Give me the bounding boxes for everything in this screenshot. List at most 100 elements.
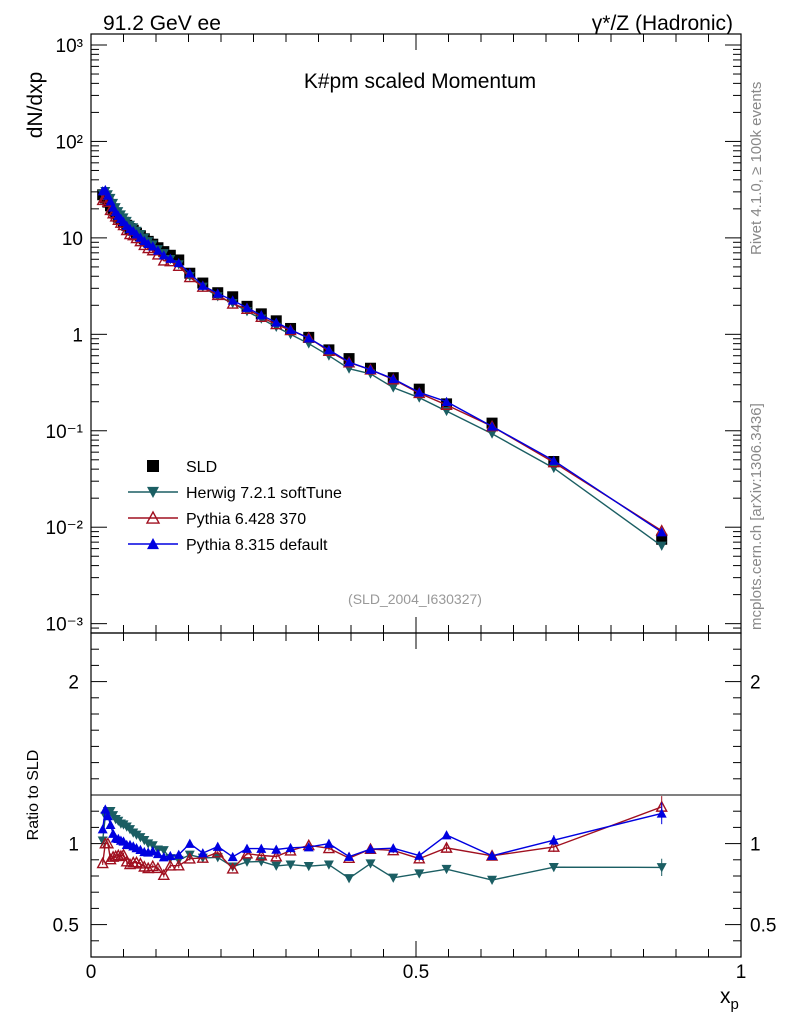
pythia-8-315-default-ratio-point bbox=[173, 849, 184, 859]
header-process-label: γ*/Z (Hadronic) bbox=[592, 12, 733, 35]
herwig-7-2-1-softtune-ratio-point bbox=[184, 850, 195, 860]
pythia-8-315-default-point bbox=[487, 421, 498, 431]
pythia-6-428-370-ratio-point bbox=[142, 861, 155, 874]
rivet-version-label: Rivet 4.1.0, ≥ 100k events bbox=[748, 82, 765, 255]
herwig-7-2-1-softtune-point bbox=[487, 429, 498, 439]
herwig-7-2-1-softtune-ratio-point bbox=[285, 860, 296, 870]
pythia-6-428-370-ratio-point bbox=[172, 859, 185, 871]
pythia-8-315-default-point bbox=[158, 250, 169, 260]
pythia-8-315-default-point bbox=[165, 253, 176, 263]
legend-label-pythia-6-428-370: Pythia 6.428 370 bbox=[186, 511, 306, 528]
pythia-8-315-default-ratio-point bbox=[242, 843, 252, 853]
pythia-6-428-370-ratio-point bbox=[183, 852, 196, 864]
pythia-8-315-default-ratio-point bbox=[487, 850, 498, 860]
pythia-8-315-default-ratio-point bbox=[344, 851, 355, 861]
y-tick-label: 10⁻² bbox=[46, 518, 84, 539]
herwig-7-2-1-softtune-ratio-point bbox=[388, 873, 399, 883]
y-tick-label: 10² bbox=[56, 132, 83, 153]
pythia-8-315-default-ratio-point bbox=[271, 844, 282, 854]
herwig-7-2-1-softtune-ratio-point bbox=[147, 841, 158, 851]
legend-marker-pythia-6-428-370 bbox=[145, 510, 161, 524]
pythia-8-315-default-point bbox=[227, 295, 238, 305]
herwig-7-2-1-softtune-ratio-point bbox=[656, 863, 667, 873]
y-tick-label: 10³ bbox=[56, 36, 83, 57]
herwig-7-2-1-softtune-point bbox=[441, 406, 452, 417]
pythia-8-315-default-point bbox=[212, 288, 223, 298]
herwig-7-2-1-softtune-ratio-point bbox=[271, 861, 282, 871]
pythia-6-428-370-ratio-point bbox=[117, 848, 130, 860]
herwig-7-2-1-softtune-point bbox=[388, 383, 399, 393]
pythia-8-315-default-ratio-point bbox=[414, 850, 425, 860]
pythia-8-315-default-ratio-point bbox=[388, 843, 399, 853]
sld-data-point bbox=[656, 533, 668, 545]
pythia-8-315-default-line bbox=[102, 188, 663, 533]
pythia-8-315-default-point bbox=[271, 317, 282, 327]
legend-label-herwig-7-2-1-softtune: Herwig 7.2.1 softTune bbox=[186, 485, 342, 502]
pythia-8-315-default-ratio-point bbox=[656, 808, 667, 818]
pythia-8-315-default-ratio-point bbox=[165, 850, 176, 861]
legend-label-pythia-8-315-default: Pythia 8.315 default bbox=[186, 537, 328, 554]
ratio-tick-label-left: 0.5 bbox=[53, 916, 79, 937]
pythia-6-428-370-ratio-point bbox=[146, 859, 159, 872]
y-tick-label: 1 bbox=[72, 325, 83, 346]
x-tick-label: 0 bbox=[86, 962, 97, 983]
herwig-7-2-1-softtune-ratio-point bbox=[344, 874, 355, 884]
herwig-7-2-1-softtune-ratio-point bbox=[487, 875, 498, 886]
legend-marker-pythia-8-315-default bbox=[147, 538, 159, 550]
pythia-8-315-default-ratio-point bbox=[256, 843, 267, 853]
pythia-8-315-default-point bbox=[197, 280, 208, 290]
pythia-8-315-default-ratio-point bbox=[323, 838, 334, 848]
y-axis-title: dN/dxp bbox=[24, 72, 47, 139]
pythia-8-315-default-ratio-point bbox=[227, 851, 238, 862]
pythia-8-315-default-point bbox=[256, 310, 267, 320]
pythia-8-315-default-ratio-point bbox=[548, 835, 559, 845]
pythia-8-315-default-point bbox=[323, 344, 334, 355]
pythia-6-428-370-ratio-point bbox=[211, 846, 224, 858]
x-axis-title: xp bbox=[720, 985, 739, 1013]
pythia-8-315-default-ratio-point bbox=[365, 844, 376, 854]
pythia-6-428-370-ratio-point bbox=[196, 851, 209, 863]
pythia-8-315-default-point bbox=[548, 455, 559, 465]
plot-title: K#pm scaled Momentum bbox=[304, 70, 536, 93]
y-tick-label: 10⁻¹ bbox=[46, 422, 84, 443]
pythia-6-428-370-ratio-point bbox=[226, 862, 239, 874]
herwig-7-2-1-softtune-ratio-point bbox=[242, 857, 252, 867]
mcplots-reference-label: mcplots.cern.ch [arXiv:1306.3436] bbox=[748, 403, 765, 630]
pythia-8-315-default-ratio-point bbox=[285, 842, 296, 853]
pythia-6-428-370-ratio-point bbox=[240, 847, 254, 859]
pythia-8-315-default-point bbox=[285, 324, 296, 334]
pythia-8-315-default-point bbox=[152, 245, 163, 255]
legend-marker-herwig-7-2-1-softtune bbox=[147, 486, 159, 498]
pythia-8-315-default-point bbox=[365, 364, 376, 374]
pythia-6-428-370-ratio-point bbox=[164, 859, 177, 871]
pythia-8-315-default-ratio-point bbox=[303, 842, 314, 852]
pythia-6-428-370-ratio-point bbox=[151, 861, 165, 874]
pythia-6-428-370-ratio-point bbox=[157, 868, 170, 881]
pythia-6-428-370-ratio-point bbox=[322, 841, 336, 854]
ratio-tick-label-right: 2 bbox=[750, 673, 761, 694]
ratio-tick-label-right: 0.5 bbox=[750, 916, 776, 937]
pythia-6-428-370-ratio-point bbox=[440, 841, 453, 853]
herwig-7-2-1-softtune-ratio-point bbox=[441, 864, 452, 875]
pythia-6-428-370-ratio-point bbox=[547, 840, 560, 852]
pythia-8-315-default-point bbox=[184, 268, 195, 278]
legend-label-sld: SLD bbox=[186, 459, 217, 476]
header-energy-label: 91.2 GeV ee bbox=[103, 12, 221, 35]
herwig-7-2-1-softtune-ratio-point bbox=[414, 869, 425, 879]
pythia-6-428-370-point bbox=[96, 193, 109, 206]
pythia-8-315-default-ratio-point bbox=[102, 811, 113, 821]
pythia-8-315-default-ratio-point bbox=[197, 848, 208, 858]
pythia-8-315-default-point bbox=[303, 333, 314, 343]
pythia-8-315-default-ratio-point bbox=[147, 846, 158, 856]
pythia-8-315-default-point bbox=[147, 241, 158, 251]
pythia-8-315-default-point bbox=[656, 527, 667, 537]
pythia-6-428-370-line bbox=[102, 196, 663, 532]
ratio-y-axis-title: Ratio to SLD bbox=[25, 750, 42, 841]
pythia-8-315-default-ratio-point bbox=[441, 830, 452, 840]
pythia-8-315-default-point bbox=[173, 257, 184, 268]
main-plot-panel: K#pm scaled Momentum dN/dxp (SLD_2004_I6… bbox=[24, 33, 742, 636]
ratio-tick-label-left: 2 bbox=[68, 673, 79, 694]
legend: SLD Herwig 7.2.1 softTune Pythia 6.428 370… bbox=[128, 459, 342, 554]
herwig-7-2-1-softtune-ratio-point bbox=[323, 860, 334, 870]
pythia-6-428-370-point bbox=[157, 254, 170, 266]
